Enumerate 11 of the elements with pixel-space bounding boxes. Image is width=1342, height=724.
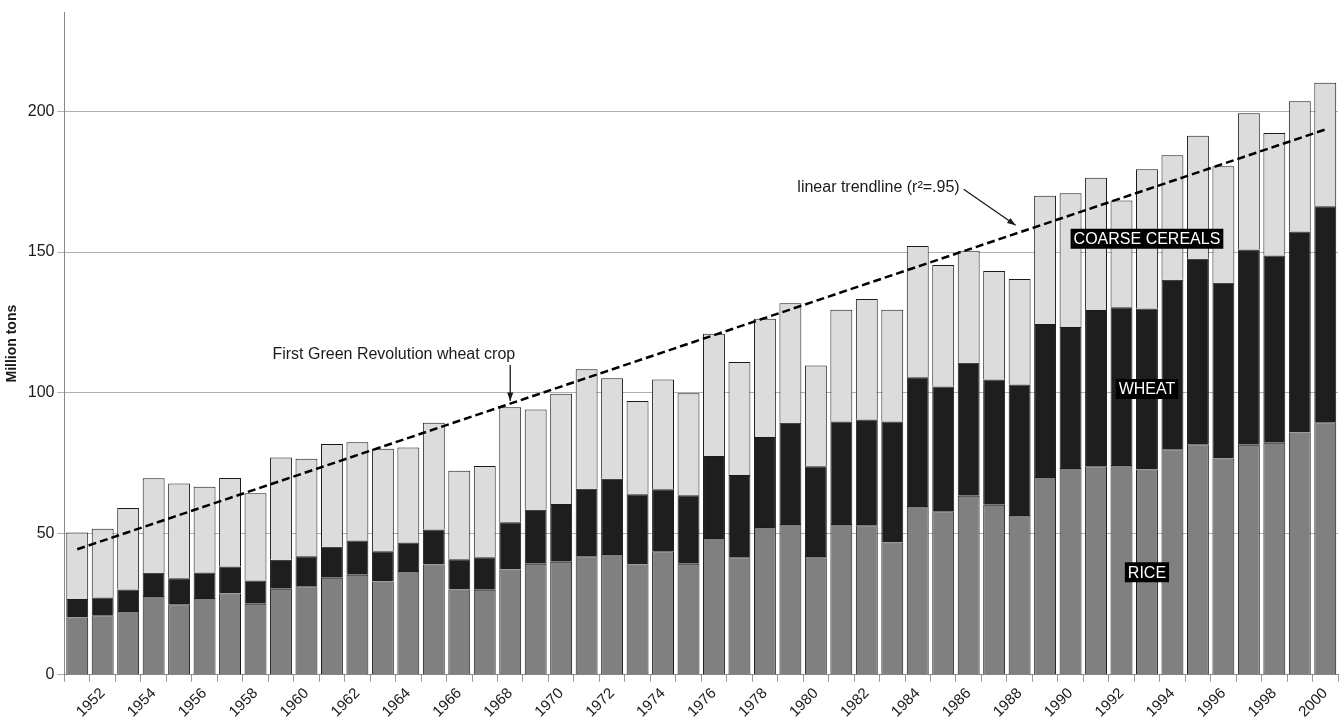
y-tick-label: 50 [36, 524, 55, 542]
y-tick-label: 100 [27, 383, 55, 401]
annotation: First Green Revolution wheat crop [272, 345, 516, 363]
series-label: COARSE CEREALS [1073, 230, 1221, 248]
series-label: RICE [1127, 563, 1167, 581]
y-axis-title: Million tons [3, 304, 20, 383]
annotation: linear trendline (r²=.95) [797, 177, 960, 195]
y-tick-label: 0 [45, 665, 55, 683]
y-tick-label: 150 [27, 242, 55, 260]
y-tick-label: 200 [27, 101, 55, 119]
series-label: WHEAT [1118, 380, 1176, 398]
